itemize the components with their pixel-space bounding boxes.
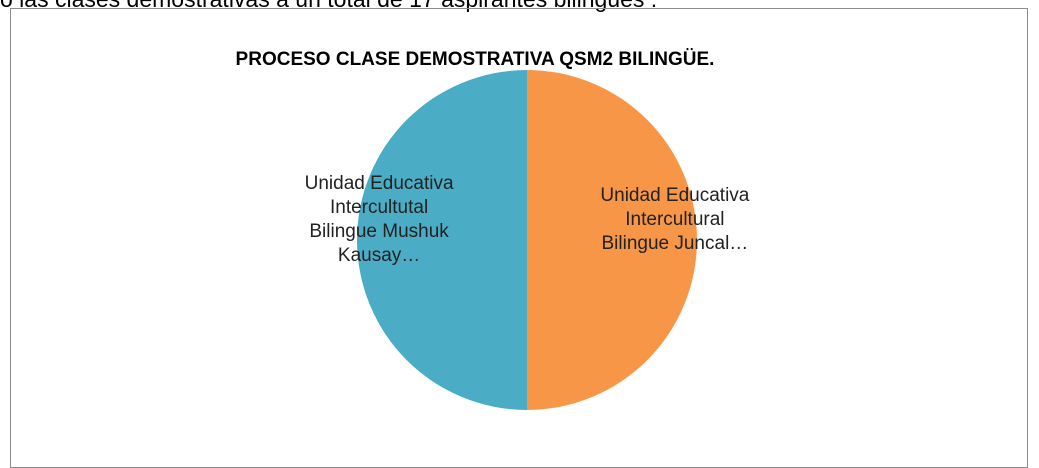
slice-label: Unidad Educativa Intercultural Bilingue … bbox=[600, 185, 750, 254]
caption: o las clases demostrativas a un total de… bbox=[0, 0, 657, 13]
pie-slice bbox=[357, 70, 527, 410]
slice-label: Unidad Educativa Intercultutal Bilingue … bbox=[304, 173, 454, 266]
chart-title: PROCESO CLASE DEMOSTRATIVA QSM2 BILINGÜE… bbox=[236, 49, 715, 70]
pie-slice bbox=[527, 70, 697, 410]
